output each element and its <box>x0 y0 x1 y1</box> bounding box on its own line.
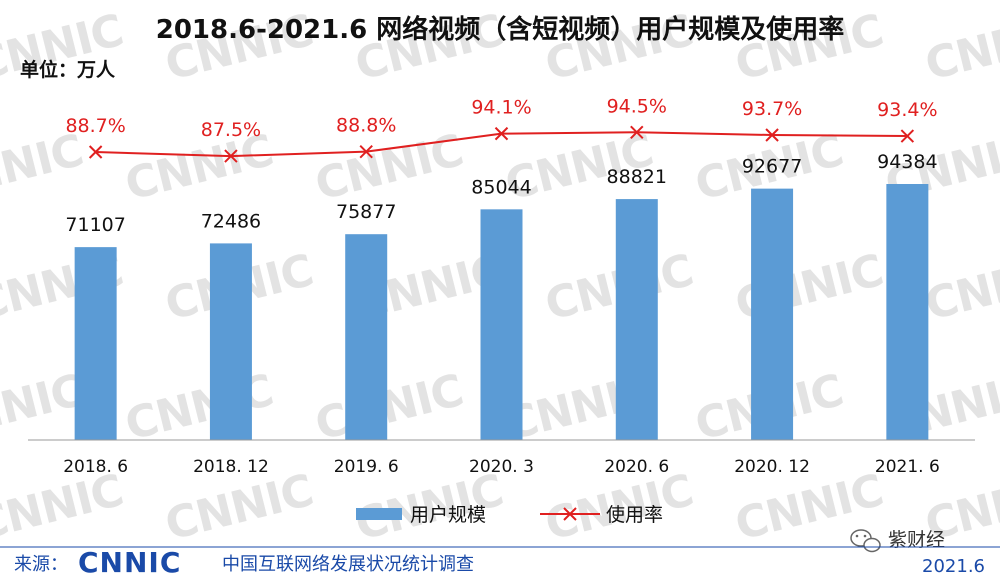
bar-data-label: 85044 <box>471 176 531 198</box>
rate-point-marker <box>359 144 373 159</box>
legend-marker-x <box>563 507 577 521</box>
rate-point-marker <box>630 125 644 139</box>
source-logo: CNNIC <box>78 546 181 579</box>
x-tick-label: 2020. 3 <box>469 457 534 477</box>
chart-title: 2018.6-2021.6 网络视频（含短视频）用户规模及使用率 <box>156 14 845 45</box>
badge-text: 紫财经 <box>888 529 945 551</box>
bar-data-label: 71107 <box>65 214 125 236</box>
legend-label-bar: 用户规模 <box>410 504 486 526</box>
watermark-text: CNNIC <box>310 365 468 451</box>
rate-point-marker <box>224 149 238 163</box>
legend-swatch-bar <box>356 508 402 520</box>
rate-data-label: 87.5% <box>201 119 261 141</box>
rate-data-label: 88.8% <box>336 115 396 137</box>
source-badge: 紫财经 <box>850 529 945 553</box>
watermark-text: CNNIC <box>0 125 88 211</box>
watermark-text: CNNIC <box>0 465 128 551</box>
bar <box>886 184 929 440</box>
bar-data-label: 88821 <box>607 166 667 188</box>
rate-data-label: 93.7% <box>742 98 802 120</box>
watermark-text: CNNIC <box>120 365 278 451</box>
bar-label-group: 71107 72486 75877 85044 88821 92677 94384 <box>65 151 937 236</box>
watermark-text: CNNIC <box>730 465 888 551</box>
x-tick-label: 2020. 6 <box>604 457 669 477</box>
rate-point-marker <box>765 128 779 142</box>
bar-data-label: 75877 <box>336 201 396 223</box>
rate-data-label: 94.5% <box>607 95 667 117</box>
legend-label-line: 使用率 <box>606 504 663 526</box>
source-date: 2021.6 <box>922 556 985 577</box>
bar-series <box>74 184 929 440</box>
rate-series <box>88 125 915 163</box>
x-tick-label: 2021. 6 <box>875 457 940 477</box>
rate-data-label: 94.1% <box>471 97 531 119</box>
bar <box>615 199 658 440</box>
unit-label: 单位：万人 <box>20 58 116 81</box>
x-tick-label: 2019. 6 <box>334 457 399 477</box>
x-tick-label: 2018. 12 <box>193 457 269 477</box>
rate-data-label: 93.4% <box>877 99 937 121</box>
x-tick-label: 2018. 6 <box>63 457 128 477</box>
x-tick-label: 2020. 12 <box>734 457 810 477</box>
watermark-text: CNNIC <box>920 5 1000 91</box>
bar-data-label: 72486 <box>201 210 261 232</box>
bar <box>345 234 388 440</box>
bar <box>209 243 252 440</box>
watermark-text: CNNIC <box>920 245 1000 331</box>
x-axis-tick-labels: 2018. 6 2018. 12 2019. 6 2020. 3 2020. 6 2020… <box>63 457 940 477</box>
rate-label-group: 88.7% 87.5% 88.8% 94.1% 94.5% 93.7% 93.4% <box>65 95 937 141</box>
rate-data-label: 88.7% <box>65 115 125 137</box>
watermark-text: CNNIC <box>310 125 468 211</box>
bar-data-label: 94384 <box>877 151 937 173</box>
bar <box>480 209 523 440</box>
source-name: 中国互联网络发展状况统计调查 <box>222 554 474 575</box>
bar <box>751 188 794 440</box>
source-label: 来源： <box>14 554 68 575</box>
legend: 用户规模 使用率 <box>356 504 663 526</box>
rate-point-marker <box>494 126 509 141</box>
rate-point-marker <box>88 145 103 159</box>
wechat-icon <box>850 529 881 553</box>
watermark-text: CNNIC <box>160 465 318 551</box>
bar-data-label: 92677 <box>742 156 802 178</box>
bar <box>74 247 117 440</box>
rate-point-marker <box>900 129 915 143</box>
